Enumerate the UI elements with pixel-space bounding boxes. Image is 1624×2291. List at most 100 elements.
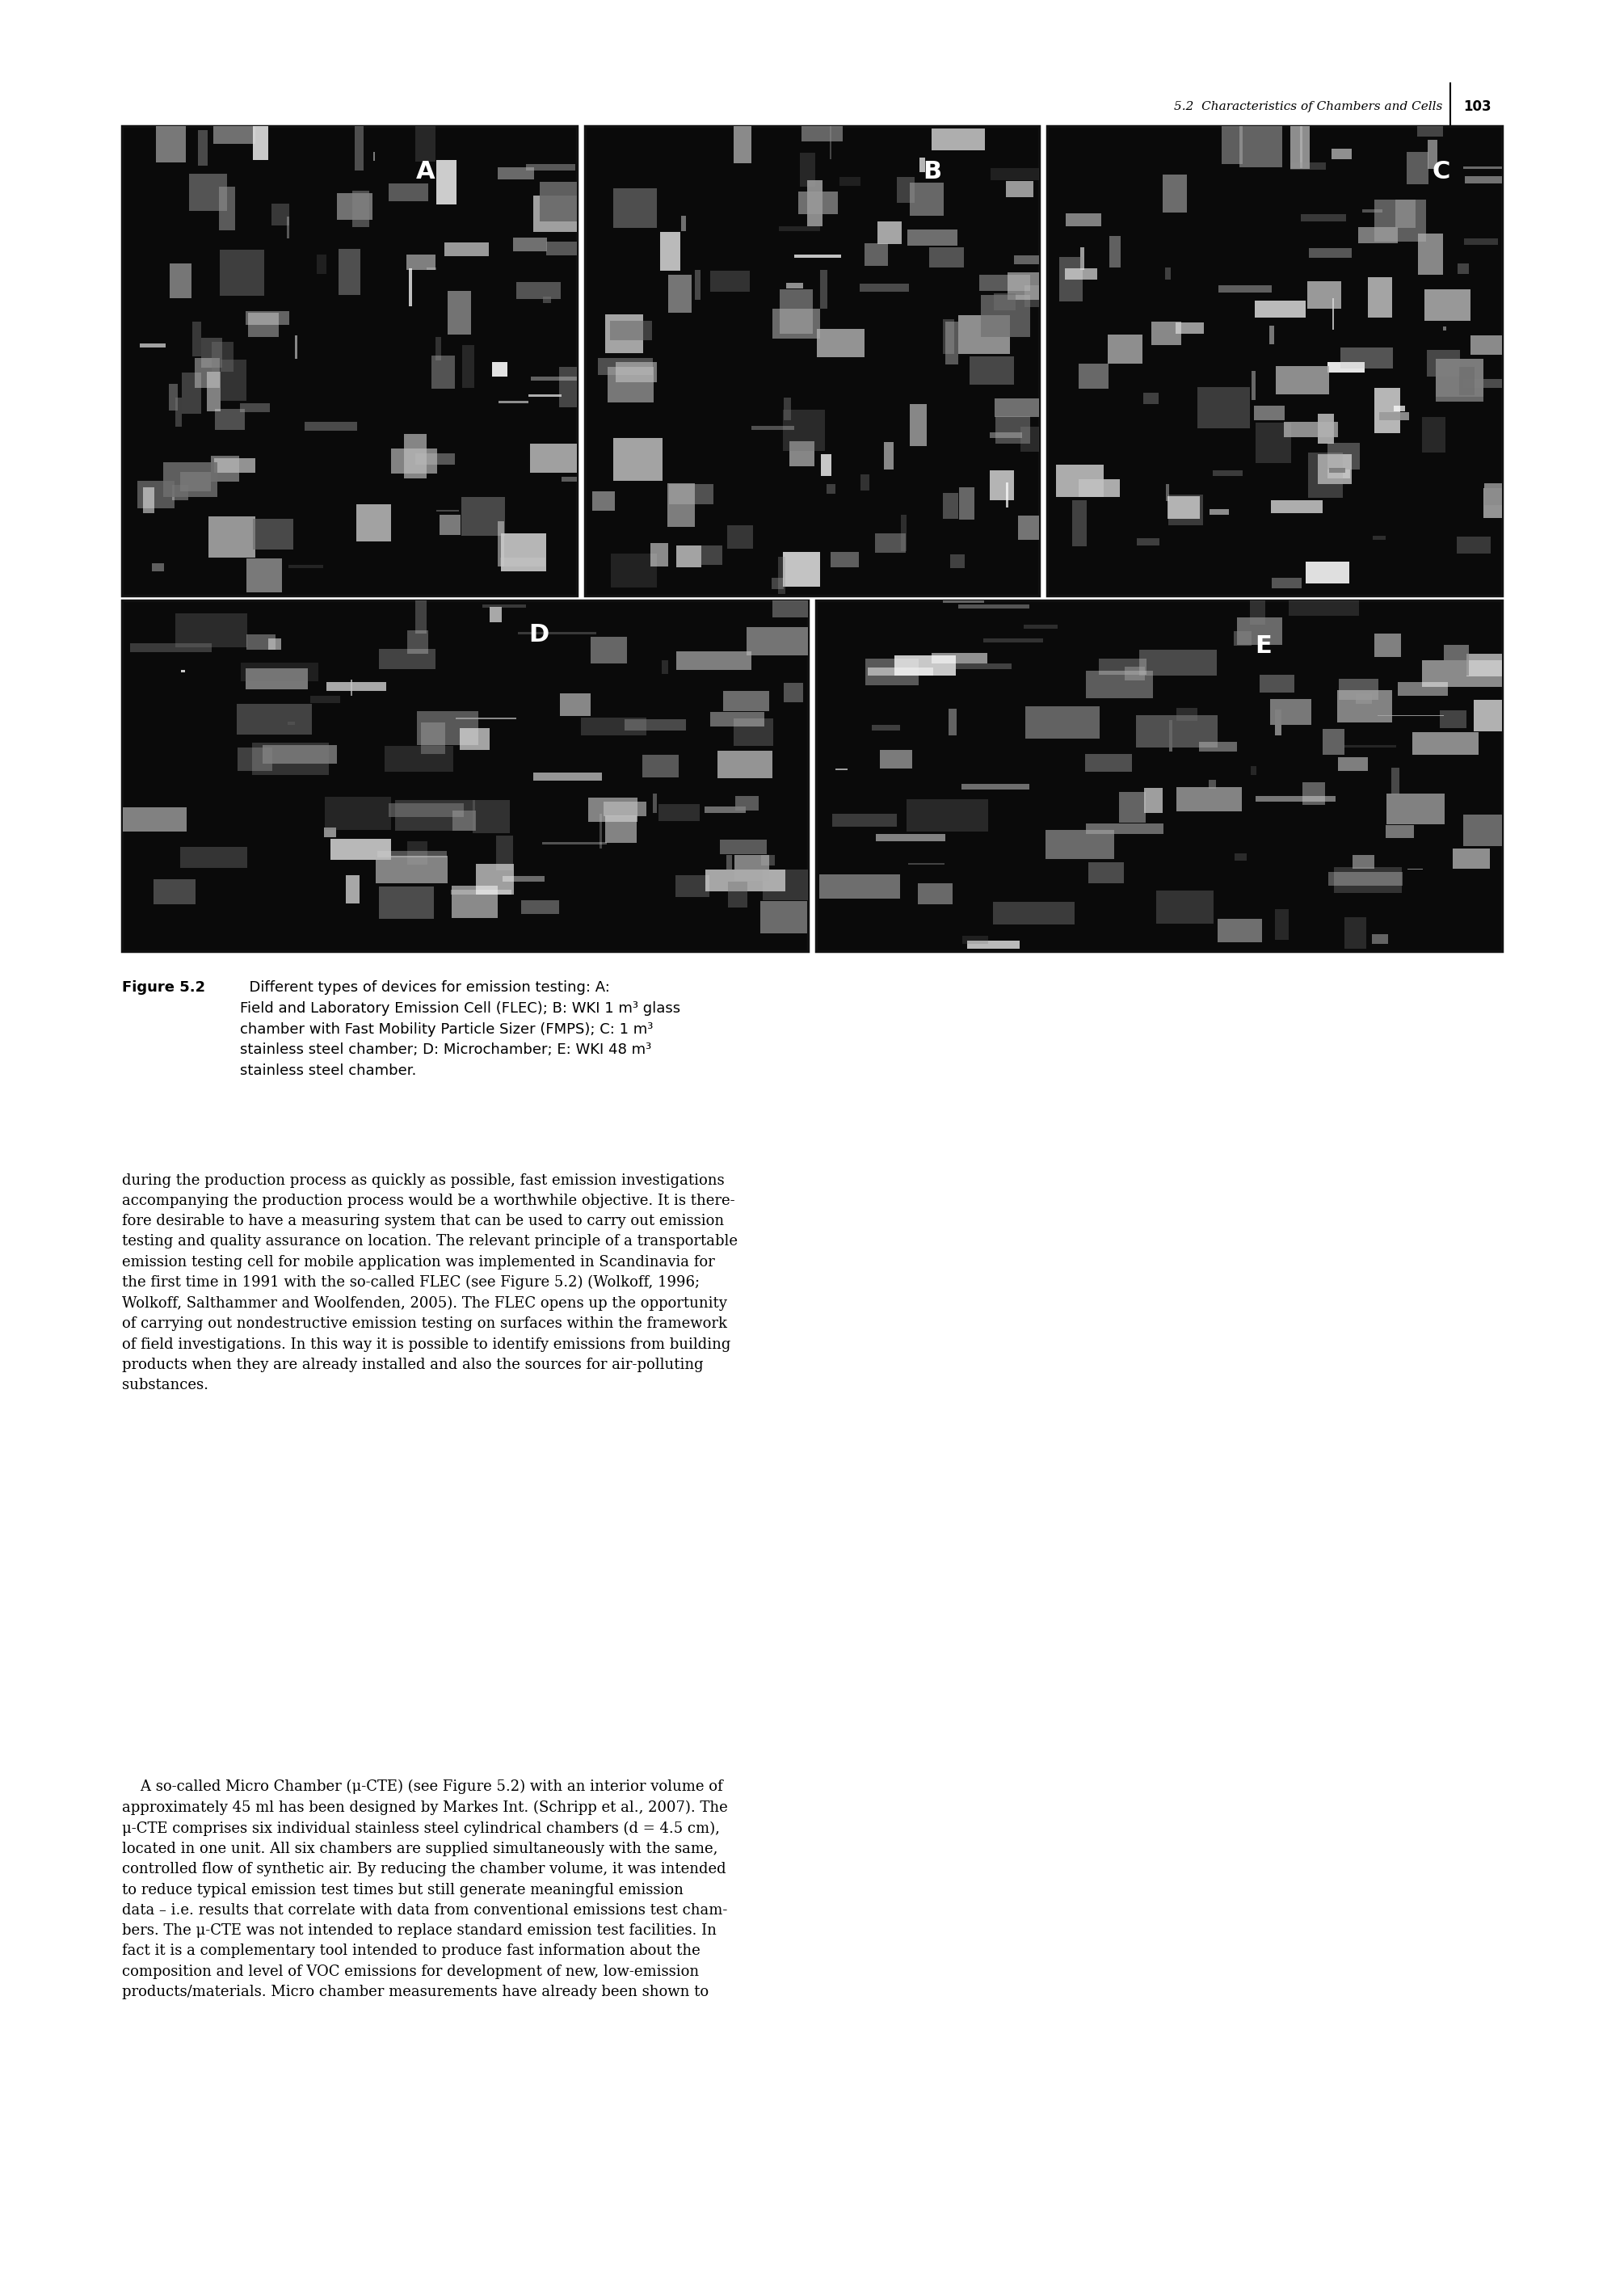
Bar	[325, 797, 391, 829]
Bar	[992, 903, 1073, 923]
Text: 5.2  Characteristics of Chambers and Cells: 5.2 Characteristics of Chambers and Cell…	[1174, 101, 1442, 112]
Bar	[909, 403, 926, 447]
Bar	[773, 600, 809, 616]
Bar	[958, 316, 1010, 353]
Bar	[237, 703, 312, 735]
Bar	[794, 254, 841, 259]
Bar	[1254, 300, 1306, 318]
Bar	[1421, 660, 1502, 687]
Bar	[1291, 126, 1309, 170]
Bar	[1328, 871, 1402, 887]
Bar	[1272, 577, 1302, 589]
Bar	[560, 694, 591, 717]
Bar	[326, 683, 387, 692]
Bar	[1302, 781, 1325, 804]
Bar	[1252, 371, 1255, 399]
Bar	[1465, 176, 1502, 183]
Bar	[604, 802, 646, 816]
Bar	[192, 323, 201, 355]
Bar	[830, 552, 859, 568]
Bar	[1372, 536, 1385, 538]
Bar	[1413, 733, 1478, 754]
Bar	[542, 843, 607, 845]
Bar	[604, 816, 637, 843]
Text: D: D	[528, 623, 549, 646]
Bar	[859, 284, 909, 291]
Bar	[1163, 174, 1187, 213]
Bar	[287, 218, 289, 238]
Bar	[1065, 213, 1101, 227]
Bar	[492, 362, 508, 376]
Bar	[1340, 348, 1393, 369]
Bar	[695, 270, 702, 300]
Bar	[518, 632, 596, 635]
Bar	[1372, 935, 1387, 944]
Bar	[1260, 674, 1294, 692]
Bar	[1164, 268, 1171, 280]
Bar	[531, 376, 577, 380]
Text: C: C	[1432, 160, 1450, 183]
Bar	[351, 680, 352, 696]
Bar	[710, 713, 763, 726]
Bar	[406, 254, 435, 270]
Bar	[706, 868, 784, 891]
Bar	[593, 490, 614, 511]
Bar	[1457, 536, 1491, 554]
Bar	[1463, 167, 1502, 170]
Bar	[247, 559, 283, 593]
Bar	[263, 745, 338, 763]
Bar	[1367, 277, 1392, 318]
Bar	[931, 128, 984, 151]
Bar	[581, 717, 646, 735]
Bar	[606, 314, 643, 353]
Bar	[453, 811, 476, 832]
Bar	[245, 312, 289, 325]
Bar	[1328, 467, 1345, 472]
Bar	[1374, 387, 1400, 433]
Bar	[143, 488, 154, 513]
Bar	[354, 126, 364, 170]
Bar	[156, 126, 187, 163]
Bar	[1338, 756, 1367, 772]
Bar	[473, 800, 510, 834]
Bar	[705, 806, 745, 813]
Bar	[612, 438, 663, 481]
Bar	[961, 784, 1030, 790]
Bar	[752, 426, 794, 431]
Bar	[248, 314, 279, 337]
Bar	[1392, 767, 1400, 795]
Bar	[680, 215, 685, 231]
Bar	[676, 545, 702, 566]
Text: Figure 5.2: Figure 5.2	[122, 981, 205, 994]
Bar	[667, 483, 695, 527]
Bar	[960, 488, 974, 520]
Bar	[1056, 465, 1104, 497]
Bar	[395, 800, 476, 832]
Bar	[346, 875, 359, 903]
Bar	[1327, 470, 1350, 479]
Bar	[1276, 367, 1328, 394]
Bar	[1218, 919, 1262, 942]
Bar	[599, 813, 601, 848]
Bar	[1250, 765, 1257, 774]
Bar	[784, 396, 791, 422]
Bar	[831, 813, 896, 827]
Bar	[1424, 289, 1470, 321]
Bar	[304, 422, 357, 431]
Bar	[799, 153, 815, 186]
Bar	[820, 270, 828, 309]
Text: 103: 103	[1463, 99, 1491, 115]
Bar	[1328, 362, 1364, 373]
Bar	[1176, 323, 1203, 334]
Bar	[822, 454, 831, 477]
Bar	[460, 729, 489, 749]
Bar	[500, 557, 546, 566]
Bar	[1307, 282, 1341, 309]
Bar	[1458, 367, 1475, 396]
Bar	[906, 800, 989, 832]
Bar	[1337, 690, 1392, 722]
Bar	[421, 722, 445, 754]
Bar	[1421, 417, 1445, 454]
Bar	[1427, 140, 1437, 170]
Bar	[728, 525, 754, 550]
